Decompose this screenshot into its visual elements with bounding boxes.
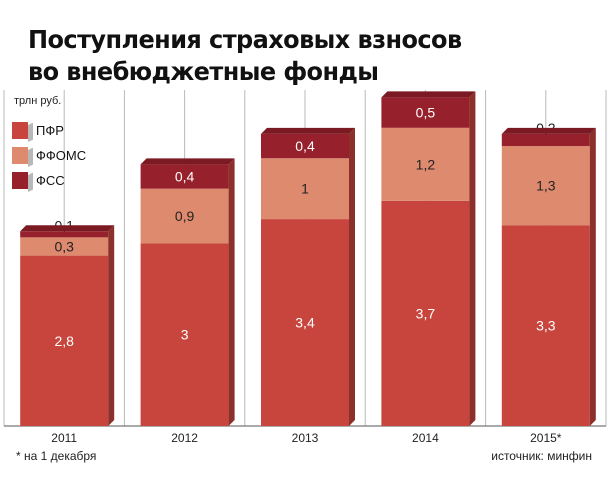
legend-item-pfr: ПФР xyxy=(12,118,86,143)
unit-label: трлн руб. xyxy=(14,95,62,107)
value-label-пфр-2015*: 3,3 xyxy=(536,318,556,334)
bar-side-2012 xyxy=(228,158,235,426)
value-label-фсс-2013: 0,4 xyxy=(295,138,315,154)
value-label-ффомс-2015*: 1,3 xyxy=(536,178,556,194)
chart-title: Поступления страховых взносов во внебюдж… xyxy=(28,25,462,86)
value-label-пфр-2012: 3 xyxy=(181,327,189,343)
value-label-ффомс-2013: 1 xyxy=(301,181,309,197)
bar-пфр-2012 xyxy=(140,243,229,426)
bar-фсс-2015* xyxy=(501,133,590,147)
bar-фсс-2013 xyxy=(261,133,349,159)
value-label-ффомс-2014: 1,2 xyxy=(416,156,436,172)
bar-top-2013 xyxy=(261,127,355,134)
value-label-пфр-2014: 3,7 xyxy=(416,305,436,321)
legend-swatch-fss xyxy=(12,172,28,189)
x-tick-label-2011: 2011 xyxy=(51,431,77,445)
bar-top-2011 xyxy=(20,225,115,232)
bar-top-2015* xyxy=(501,127,596,134)
source-note: источник: минфин xyxy=(491,449,592,463)
bar-ффомс-2011 xyxy=(20,237,109,256)
bar-side-2011 xyxy=(108,225,115,426)
value-label-ффомс-2012: 0,9 xyxy=(175,208,195,224)
x-tick-label-2015*: 2015* xyxy=(530,431,562,445)
bar-side-2014 xyxy=(469,91,476,426)
bar-пфр-2014 xyxy=(381,200,470,426)
bar-фсс-2014 xyxy=(381,97,470,128)
legend: ПФР ФФОМС ФСС xyxy=(12,118,86,193)
legend-item-fss: ФСС xyxy=(12,168,86,193)
bar-фсс-2011 xyxy=(20,231,109,238)
legend-label-fss: ФСС xyxy=(36,173,65,188)
footnote: * на 1 декабря xyxy=(16,449,97,463)
bar-ффомс-2015* xyxy=(501,146,590,226)
legend-swatch-pfr xyxy=(12,122,28,139)
legend-label-ffoms: ФФОМС xyxy=(36,148,87,163)
bar-top-2014 xyxy=(381,91,476,98)
bar-side-2015* xyxy=(589,127,596,427)
bar-ффомс-2014 xyxy=(381,127,470,201)
x-tick-label-2012: 2012 xyxy=(171,431,198,445)
legend-item-ffoms: ФФОМС xyxy=(12,143,86,168)
value-label-пфр-2011: 2,8 xyxy=(54,333,74,349)
x-tick-label-2013: 2013 xyxy=(292,431,319,445)
bar-top-2012 xyxy=(140,158,235,165)
value-label-пфр-2013: 3,4 xyxy=(295,315,315,331)
bar-ффомс-2013 xyxy=(261,158,349,220)
value-label-фсс-2014: 0,5 xyxy=(416,105,436,121)
value-label-ффомс-2011: 0,3 xyxy=(54,238,74,254)
bar-пфр-2015* xyxy=(501,225,590,426)
bar-side-2013 xyxy=(349,127,355,427)
bar-пфр-2011 xyxy=(20,255,109,426)
value-label-фсс-2012: 0,4 xyxy=(175,169,195,185)
bar-фсс-2012 xyxy=(140,164,229,189)
bar-ффомс-2012 xyxy=(140,188,229,244)
x-tick-label-2014: 2014 xyxy=(412,431,439,445)
legend-swatch-ffoms xyxy=(12,147,28,164)
bar-пфр-2013 xyxy=(261,219,349,426)
legend-label-pfr: ПФР xyxy=(36,123,64,138)
